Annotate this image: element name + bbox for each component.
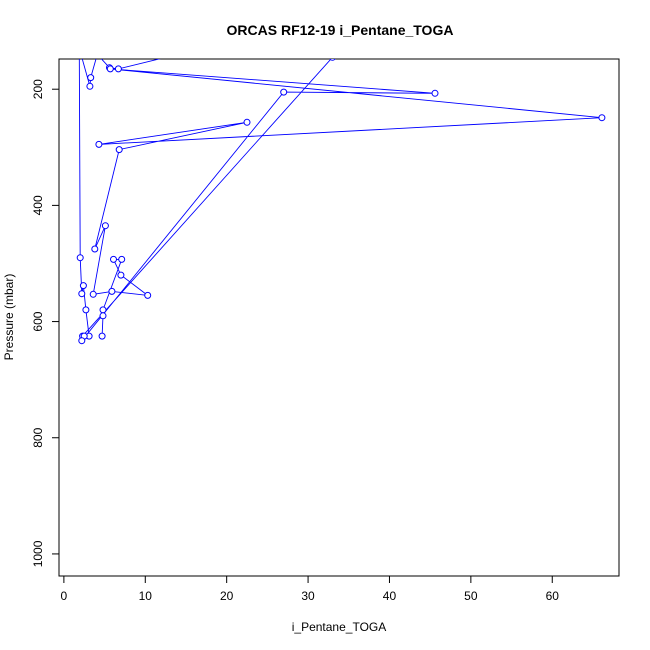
y-tick-label: 800 xyxy=(31,427,45,447)
y-tick-label: 1000 xyxy=(31,540,45,567)
x-tick-label: 20 xyxy=(220,589,234,603)
data-point xyxy=(598,114,606,122)
data-point xyxy=(79,282,87,290)
chart-title: ORCAS RF12-19 i_Pentane_TOGA xyxy=(227,22,454,38)
data-point xyxy=(175,51,181,57)
data-point xyxy=(431,89,439,97)
data-point xyxy=(78,337,86,345)
x-tick-label: 60 xyxy=(546,589,560,603)
data-point xyxy=(94,51,100,57)
data-point xyxy=(98,332,106,340)
data-point xyxy=(78,290,86,298)
data-point xyxy=(86,82,94,90)
plot-frame xyxy=(58,58,620,577)
x-tick-label: 30 xyxy=(301,589,315,603)
y-axis-label: Pressure (mbar) xyxy=(2,274,16,361)
data-point xyxy=(91,245,99,253)
data-point xyxy=(280,88,288,96)
data-point xyxy=(108,287,116,295)
data-point xyxy=(106,65,114,73)
y-tick-label: 200 xyxy=(31,79,45,99)
data-point xyxy=(329,59,336,61)
data-point xyxy=(82,306,90,314)
data-point xyxy=(243,118,251,126)
x-tick-label: 0 xyxy=(61,589,68,603)
y-tick-label: 400 xyxy=(31,195,45,215)
series xyxy=(76,51,606,345)
data-point xyxy=(87,74,95,82)
series-line xyxy=(78,59,602,341)
data-point xyxy=(99,312,107,320)
data-point xyxy=(117,271,125,279)
data-point xyxy=(99,306,107,314)
x-tick-label: 50 xyxy=(464,589,478,603)
x-tick-label: 10 xyxy=(139,589,153,603)
data-point xyxy=(95,140,103,148)
x-axis: 0 10 20 30 40 50 60 xyxy=(61,575,560,603)
x-axis-label: i_Pentane_TOGA xyxy=(292,620,387,634)
data-point xyxy=(76,254,84,262)
data-series xyxy=(76,51,606,345)
data-point xyxy=(118,255,126,263)
data-point xyxy=(101,222,109,230)
x-tick-label: 40 xyxy=(383,589,397,603)
y-tick-label: 600 xyxy=(31,311,45,331)
data-point xyxy=(110,255,117,263)
y-axis: 200 400 600 800 1000 xyxy=(31,79,60,567)
data-point xyxy=(115,146,123,154)
data-point xyxy=(89,290,97,298)
data-point xyxy=(76,51,82,57)
data-point xyxy=(144,291,152,299)
data-point xyxy=(114,65,122,73)
data-point xyxy=(78,51,84,57)
